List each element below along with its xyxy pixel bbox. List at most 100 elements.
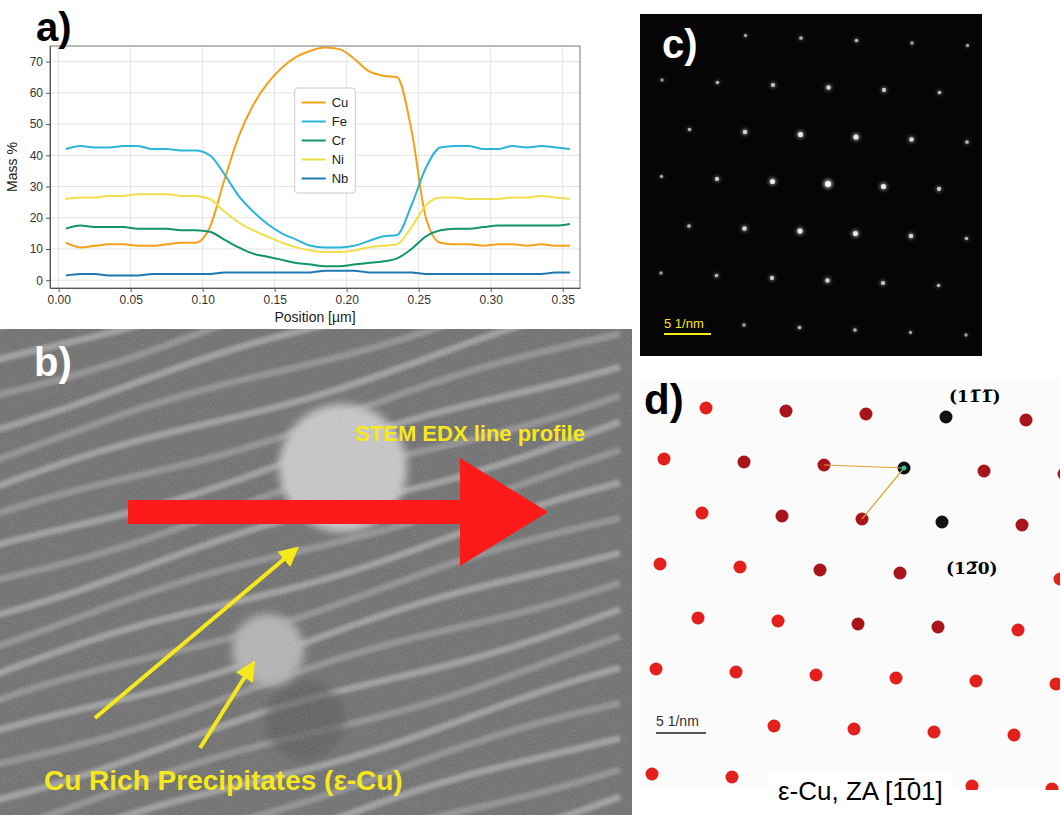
spot-halo	[768, 177, 777, 186]
legend-entry: Fe	[302, 114, 347, 129]
diffraction-spot	[687, 224, 691, 228]
diffraction-spot	[798, 132, 803, 137]
legend: CuFeCrNiNb	[295, 88, 356, 193]
legend-label: Cu	[332, 95, 349, 110]
simulated-spot	[650, 663, 663, 676]
diffraction-spot	[855, 39, 859, 43]
y-tick-label: 40	[30, 149, 44, 163]
diffraction-spot	[659, 271, 662, 274]
y-tick-mark	[46, 187, 50, 188]
spot-halo	[714, 79, 720, 85]
spot-halo	[880, 86, 887, 93]
x-axis: 0.000.050.100.150.200.250.300.35	[47, 288, 580, 307]
x-tick: 0.30	[480, 288, 504, 307]
spot-halo	[963, 332, 969, 338]
y-grid-line	[50, 248, 580, 249]
y-tick-mark	[46, 124, 50, 125]
diffraction-spot	[937, 284, 941, 288]
x-tick: 0.05	[119, 288, 143, 307]
spot-halo	[963, 235, 969, 241]
spot-halo	[879, 182, 888, 191]
simulated-spot	[726, 771, 739, 784]
simulated-spot	[646, 768, 659, 781]
spot-halo	[965, 43, 971, 49]
measure-line	[824, 465, 904, 468]
diffraction-spot	[688, 128, 692, 132]
spot-halo	[768, 274, 775, 281]
diffraction-spot	[742, 323, 745, 326]
diffraction-spot	[909, 137, 914, 142]
legend-swatch	[302, 102, 326, 104]
simulated-spot	[1046, 783, 1059, 791]
diffraction-spot	[742, 226, 747, 231]
panel-d-texts: d)(11̅1̅)(12̅0)5 1/nmε-Cu, ZA [1̅01]	[644, 376, 1001, 811]
series-line	[66, 194, 570, 252]
spot-halo	[741, 225, 749, 233]
diffraction-spot	[770, 276, 774, 280]
y-tick-mark	[46, 218, 50, 219]
spot-halo	[853, 37, 859, 43]
diffraction-spot	[715, 274, 719, 278]
simulated-spot	[1020, 414, 1033, 427]
spot-halo	[852, 133, 861, 142]
panel-d: d)(11̅1̅)(12̅0)5 1/nmε-Cu, ZA [1̅01]	[640, 376, 1064, 811]
centre-marker	[902, 466, 907, 471]
y-axis-line	[50, 47, 51, 289]
diffraction-spot	[826, 85, 830, 89]
spot-halo	[741, 322, 747, 328]
diffraction-spot	[716, 81, 720, 85]
spot-halo	[964, 139, 970, 145]
simulated-spot	[1012, 624, 1025, 637]
diffraction-spot	[660, 78, 663, 81]
diffraction-spot	[882, 88, 886, 92]
x-tick-label: 0.20	[336, 293, 360, 307]
spot-halo	[659, 77, 665, 83]
diffraction-spot	[715, 177, 719, 181]
diffraction-spot	[743, 130, 747, 134]
x-tick-label: 0.25	[408, 293, 432, 307]
x-tick-mark	[419, 288, 420, 292]
panel-letter: b)	[34, 340, 72, 384]
series-line	[66, 224, 570, 266]
grid	[50, 46, 580, 288]
spot-halo	[686, 126, 692, 132]
legend-entry: Nb	[302, 171, 349, 186]
scale-bar-label: 5 1/nm	[656, 713, 699, 729]
diffraction-spot	[798, 326, 802, 330]
y-tick-label: 50	[30, 117, 44, 131]
legend-items: CuFeCrNiNb	[302, 95, 349, 186]
panel-a: 0.000.050.100.150.200.250.300.3501020304…	[4, 5, 581, 325]
pattern-ground	[640, 378, 1060, 790]
caption-box	[768, 771, 953, 811]
x-tick-mark	[131, 288, 132, 292]
x-tick-label: 0.30	[480, 293, 504, 307]
x-grid-line	[274, 46, 275, 288]
pattern-ground	[640, 14, 982, 356]
measure-line	[862, 468, 904, 519]
spot-halo	[796, 324, 802, 330]
scale-bar-label: 5 1/nm	[664, 316, 704, 331]
y-tick-mark	[46, 249, 50, 250]
simulated-spot	[890, 672, 903, 685]
simulated-spot	[780, 405, 793, 418]
legend-entry: Cu	[302, 95, 349, 110]
diffraction-spot	[744, 34, 747, 37]
panel-c: c)5 1/nm	[640, 14, 982, 356]
y-grid-line	[50, 280, 580, 281]
indexed-spots	[646, 402, 1061, 791]
diffraction-spot	[770, 179, 775, 184]
diffraction-spot	[909, 234, 913, 238]
spot-halo	[769, 81, 776, 88]
x-grid-line	[58, 46, 59, 288]
spot-label: (12̅0)	[946, 558, 998, 578]
spot-halo	[908, 330, 914, 336]
legend-label: Ni	[332, 152, 344, 167]
diffraction-spot	[910, 41, 913, 44]
simulated-spot	[1016, 519, 1029, 532]
y-tick: 10	[30, 242, 50, 256]
simulated-spot	[1008, 729, 1021, 742]
panel-letter: a)	[36, 5, 72, 49]
x-grid-line	[562, 46, 563, 288]
simulated-spot	[768, 720, 781, 733]
x-tick: 0.15	[263, 288, 287, 307]
